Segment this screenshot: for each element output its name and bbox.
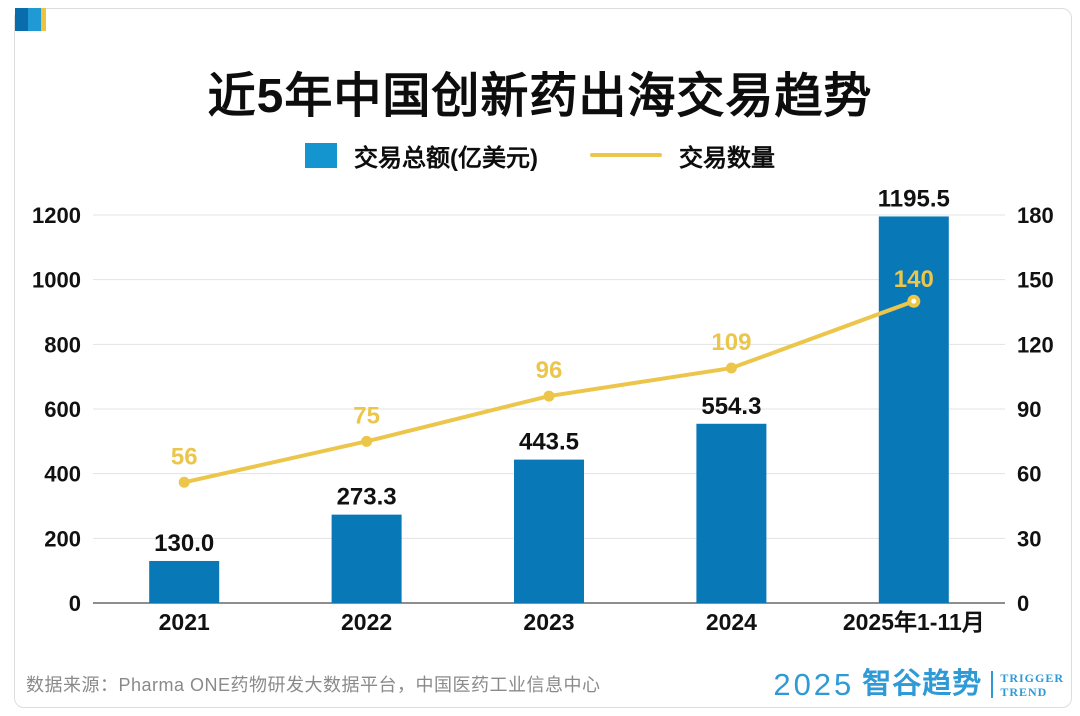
- trend-point-label: 56: [171, 443, 198, 470]
- y-axis-right-tick-label: 30: [1017, 526, 1041, 551]
- bar-value-label: 1195.5: [878, 185, 950, 212]
- bar-2022: [331, 514, 402, 603]
- x-axis-label-2021: 2021: [159, 609, 210, 635]
- y-axis-left-tick-label: 600: [44, 397, 81, 422]
- y-axis-left-tick-label: 200: [44, 526, 81, 551]
- y-axis-left-tick-label: 1200: [32, 203, 81, 228]
- brand-tagline-line1: TRIGGER: [1000, 670, 1064, 685]
- y-axis-left-tick-label: 800: [44, 332, 81, 357]
- page-title: 近5年中国创新药出海交易趋势: [207, 70, 873, 123]
- corner-mark-dark-blue: [15, 8, 28, 31]
- x-axis-label-2024: 2024: [706, 609, 757, 635]
- chart-legend: 交易总额(亿美元) 交易数量: [0, 138, 1080, 173]
- brand-tagline-line2: TREND: [1000, 684, 1048, 699]
- y-axis-right-tick-label: 180: [1017, 203, 1054, 228]
- bar-2025年1-11月: [878, 216, 949, 603]
- trend-point-label: 96: [536, 357, 563, 384]
- y-axis-right-tick-label: 120: [1017, 332, 1054, 357]
- x-axis-label-2025年1-11月: 2025年1-11月: [843, 609, 985, 635]
- legend-line-label: 交易数量: [678, 144, 775, 172]
- trend-point-label: 75: [353, 402, 380, 429]
- trend-point-highlight: [907, 294, 921, 308]
- brand-name: 智谷趋势: [862, 668, 983, 700]
- legend-item-bar-series: 交易总额(亿美元): [305, 138, 538, 173]
- bar-series-swatch-icon: [305, 142, 337, 168]
- y-axis-left-tick-label: 0: [69, 591, 81, 616]
- corner-mark-light-blue: [28, 8, 41, 31]
- brand-year: 2025: [773, 667, 855, 702]
- data-source-note: 数据来源：Pharma ONE药物研发大数据平台，中国医药工业信息中心: [26, 675, 601, 695]
- x-axis-label-2022: 2022: [341, 609, 392, 635]
- bar-value-label: 443.5: [519, 429, 579, 456]
- corner-mark-yellow: [41, 8, 46, 31]
- trend-point: [725, 362, 737, 374]
- legend-bar-label: 交易总额(亿美元): [354, 144, 538, 172]
- y-axis-left-tick-label: 400: [44, 462, 81, 487]
- trend-point: [543, 390, 555, 402]
- y-axis-right-tick-label: 90: [1017, 397, 1041, 422]
- trend-point-label: 140: [894, 266, 934, 293]
- brand-divider: [991, 671, 994, 698]
- bar-value-label: 554.3: [701, 393, 761, 420]
- bar-value-label: 130.0: [154, 530, 214, 557]
- line-series-swatch-icon: [589, 153, 662, 157]
- brand-tagline: TRIGGER TREND: [1000, 672, 1064, 698]
- bar-value-label: 273.3: [337, 484, 397, 511]
- y-axis-right-tick-label: 0: [1017, 591, 1029, 616]
- bar-2023: [514, 459, 584, 603]
- trend-point-label: 109: [711, 329, 751, 356]
- trend-point: [361, 435, 373, 447]
- bar-2024: [696, 423, 767, 603]
- x-axis-label-2023: 2023: [523, 609, 574, 635]
- bar-2021: [149, 560, 220, 603]
- corner-logo-mark-icon: [15, 8, 46, 31]
- y-axis-right-tick-label: 60: [1017, 462, 1041, 487]
- brand-logo: 2025 智谷趋势 TRIGGER TREND: [773, 669, 1064, 700]
- combo-chart: 0 200 400 600 800 1000 1200 0 30 60 90 120 150 180 130…: [32, 185, 1054, 635]
- legend-item-line-series: 交易数量: [589, 138, 775, 173]
- y-axis-left-tick-label: 1000: [32, 268, 81, 293]
- y-axis-right-tick-label: 150: [1017, 268, 1054, 293]
- trend-point: [178, 476, 190, 488]
